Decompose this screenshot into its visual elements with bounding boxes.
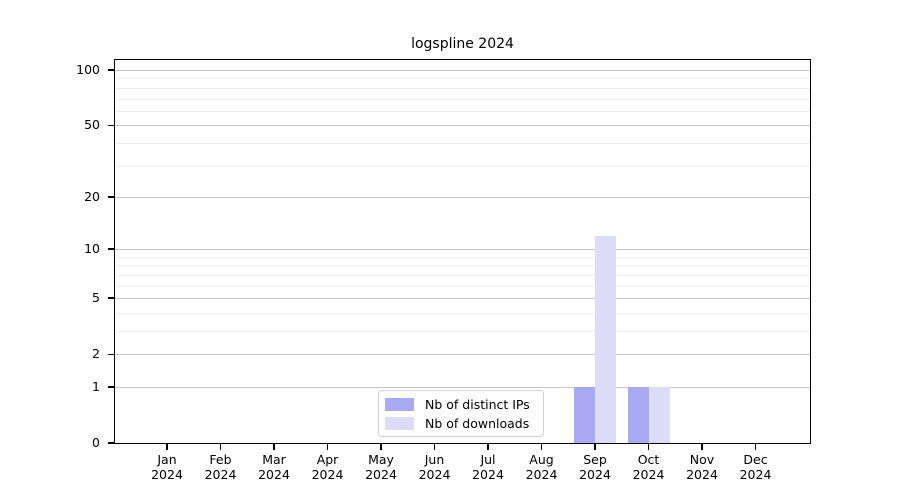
x-tick-label: Apr 2024 <box>288 452 368 482</box>
x-tick-year: 2024 <box>686 467 718 482</box>
y-axis-tick <box>108 248 115 250</box>
x-axis-tick <box>754 443 757 450</box>
x-tick-month: May <box>368 452 394 467</box>
legend-label-downloads: Nb of downloads <box>425 415 530 431</box>
x-tick-year: 2024 <box>151 467 183 482</box>
x-tick-year: 2024 <box>418 467 451 482</box>
x-axis-tick <box>273 443 275 450</box>
plot-area <box>115 60 810 443</box>
gridline-major <box>115 354 810 356</box>
y-axis-tick <box>108 124 115 126</box>
x-tick-month: Oct <box>637 452 660 467</box>
gridline-major <box>115 70 810 71</box>
x-tick-month: Mar <box>262 452 286 467</box>
gridline-major <box>115 249 810 251</box>
gridline-minor <box>115 274 810 276</box>
legend-item-distinct-ips: Nb of distinct IPs <box>385 397 537 412</box>
x-tick-month: Jan <box>157 452 177 467</box>
x-tick-year: 2024 <box>525 467 558 482</box>
x-tick-month: Jun <box>424 452 445 467</box>
legend: Nb of distinct IPs Nb of downloads <box>378 390 544 437</box>
x-tick-year: 2024 <box>632 467 665 482</box>
x-axis-tick <box>487 443 489 450</box>
gridline-major <box>115 196 810 198</box>
x-axis-tick <box>647 443 650 450</box>
x-axis-tick <box>219 443 222 450</box>
x-tick-label: Jun 2024 <box>395 452 475 482</box>
x-tick-label: Aug 2024 <box>502 452 582 482</box>
x-tick-label: May 2024 <box>341 452 421 482</box>
y-axis-tick <box>108 353 115 355</box>
y-axis-tick <box>108 442 115 444</box>
gridline-minor <box>115 110 810 112</box>
legend-label-distinct-ips: Nb of distinct IPs <box>425 396 530 412</box>
x-tick-month: Jul <box>480 452 496 467</box>
y-tick-label: 100 <box>76 62 100 77</box>
gridline-minor <box>115 78 810 80</box>
gridline-major <box>115 125 810 127</box>
x-tick-label: Mar 2024 <box>234 452 314 482</box>
gridline-minor <box>115 165 810 167</box>
y-tick-label: 20 <box>84 188 100 204</box>
y-tick-label: 0 <box>92 435 100 450</box>
gridline-minor <box>115 331 810 332</box>
x-tick-label: Nov 2024 <box>662 452 742 482</box>
x-tick-month: Apr <box>316 452 339 467</box>
x-tick-year: 2024 <box>579 467 611 482</box>
x-axis-tick <box>594 443 596 450</box>
x-axis-tick <box>433 443 436 450</box>
x-tick-year: 2024 <box>472 467 504 482</box>
gridline-major <box>115 387 810 388</box>
y-tick-label: 2 <box>92 346 100 362</box>
legend-item-downloads: Nb of downloads <box>385 416 537 431</box>
x-tick-month: Sep <box>583 452 607 467</box>
x-tick-label: Jan 2024 <box>127 452 207 482</box>
y-tick-label: 50 <box>84 117 100 133</box>
x-tick-label: Feb 2024 <box>181 452 261 482</box>
x-tick-month: Nov <box>689 452 715 467</box>
x-axis-tick <box>166 443 168 450</box>
gridline-minor <box>115 142 810 144</box>
gridline-minor <box>115 265 810 267</box>
y-tick-label: 5 <box>92 290 100 306</box>
x-axis-tick <box>380 443 382 450</box>
bar-downloads <box>648 387 670 443</box>
y-axis-tick <box>108 297 115 299</box>
bar-downloads <box>595 235 616 443</box>
x-tick-month: Feb <box>209 452 232 467</box>
x-axis-tick <box>701 443 703 450</box>
gridline-minor <box>115 98 810 100</box>
y-axis-tick <box>108 69 115 71</box>
x-tick-label: Jul 2024 <box>448 452 528 482</box>
gridline-minor <box>115 87 810 89</box>
x-tick-year: 2024 <box>258 467 290 482</box>
x-tick-month: Dec <box>743 452 768 467</box>
x-tick-label: Oct 2024 <box>609 452 689 482</box>
x-tick-label: Sep 2024 <box>555 452 635 482</box>
bar-distinct-ips <box>627 387 649 443</box>
chart-title: logspline 2024 <box>411 36 514 52</box>
x-tick-year: 2024 <box>311 467 344 482</box>
bar-distinct-ips <box>574 387 595 443</box>
legend-swatch-distinct-ips <box>385 397 414 411</box>
y-tick-label: 1 <box>92 379 100 394</box>
y-axis-tick <box>108 196 115 198</box>
gridline-minor <box>115 256 810 258</box>
x-tick-month: Aug <box>529 452 554 467</box>
gridline-minor <box>115 285 810 287</box>
gridline-minor <box>115 312 810 314</box>
x-tick-year: 2024 <box>365 467 397 482</box>
x-axis-tick <box>326 443 329 450</box>
y-axis-tick <box>108 386 115 388</box>
gridline-major <box>115 298 810 300</box>
x-tick-year: 2024 <box>204 467 237 482</box>
x-tick-year: 2024 <box>739 467 772 482</box>
x-axis-tick <box>540 443 543 450</box>
y-tick-label: 10 <box>84 241 100 257</box>
x-tick-label: Dec 2024 <box>716 452 796 482</box>
legend-swatch-downloads <box>385 416 414 430</box>
